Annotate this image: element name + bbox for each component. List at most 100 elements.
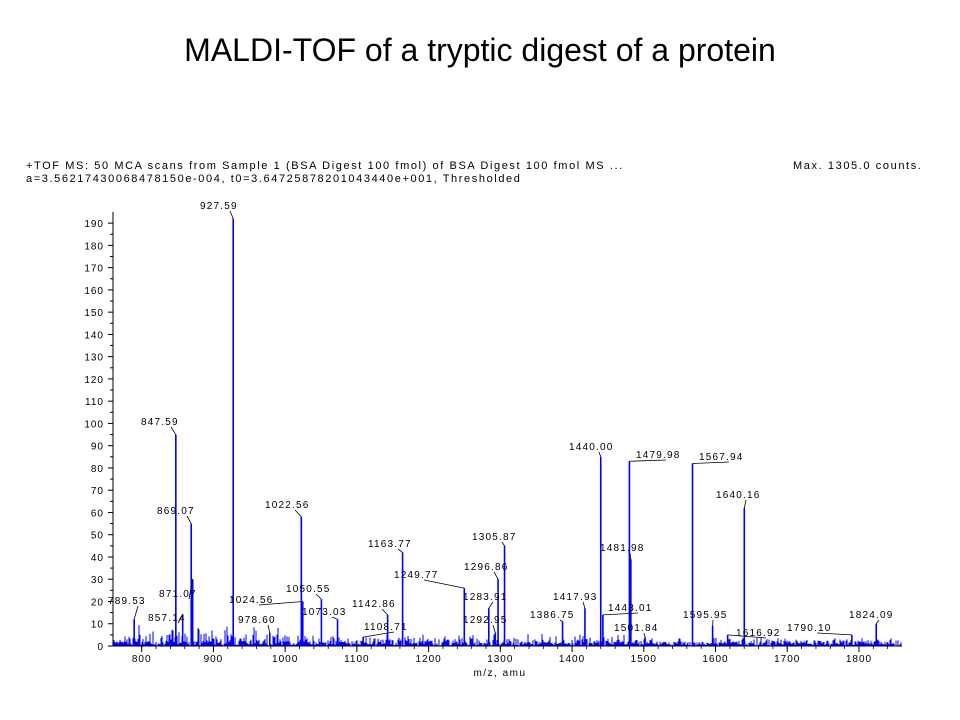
calibration-line: a=3.56217430068478150e-004, t0=3.6472587… [26,173,522,185]
peak-label: 871.07 [159,589,197,600]
peak-label: 978.60 [238,615,276,626]
peak-leader [186,515,192,524]
x-tick-label: 1600 [702,654,728,665]
x-axis-label: m/z, amu [473,668,526,679]
peak-leader [331,616,338,620]
peak-leader [582,601,586,609]
peak-label: 869.07 [157,506,195,517]
peak-leader [229,210,234,219]
y-tick-label: 180 [84,241,104,252]
y-tick-label: 30 [91,575,104,586]
peak-leader [177,614,184,624]
y-tick-label: 70 [91,486,104,497]
peak-label: 1073.03 [302,607,347,618]
peak-label: 1567.94 [699,452,744,463]
peak-label: 1640.16 [716,490,761,501]
y-tick-label: 110 [85,397,104,408]
baseline-noise [113,625,902,646]
x-tick-label: 900 [204,654,224,665]
peak-leader [816,632,852,636]
y-tick-label: 20 [91,597,104,608]
peak-label: 1824.09 [849,610,894,621]
peak-label: 857.14 [148,613,186,624]
peak-leader [381,608,388,616]
peak-leader [133,605,139,620]
peak-leader [643,632,646,638]
axes: 0 10 20 30 40 50 60 70 80 90 100 110 120 130 140 150 160… [84,212,902,665]
y-tick-label: 140 [84,330,104,341]
peak-leader [258,601,303,606]
peak-label: 1417.93 [553,592,598,603]
peak-leader [315,593,322,600]
peak-label: 1142.86 [352,599,396,610]
peak-leader [629,552,632,560]
peak-label: 1479.98 [636,450,681,461]
peak-label: 847.59 [141,417,179,428]
peak-leader [188,579,194,600]
slide-title: MALDI-TOF of a tryptic digest of a prote… [184,32,776,68]
x-tick-label: 1100 [344,654,370,665]
peak-leader [727,634,767,639]
peak-leader [397,548,403,553]
y-tick-label: 170 [84,264,104,275]
peak-label-leaders [133,210,880,639]
peak-leader [492,624,496,633]
peak-leader [267,624,271,633]
peak-leader [602,612,639,616]
x-tick-label: 1700 [774,654,800,665]
x-tick-label: 1200 [415,654,441,665]
peak-label: 1386.75 [530,610,575,621]
peak-leader [743,499,747,509]
peak-label: 1163.77 [368,539,412,550]
peak-label: 1616.92 [736,628,781,639]
y-tick-label: 120 [84,375,104,386]
peak-label: 1249.77 [394,570,439,581]
peak-leader [598,451,602,457]
peak-leader [501,541,505,547]
x-tick-label: 1400 [559,654,585,665]
peak-label: 1050.55 [286,584,331,595]
peak-label: 1501.84 [614,623,659,634]
peak-label: 1790.10 [787,623,832,634]
peak-label: 1595.95 [683,610,728,621]
y-tick-label: 90 [91,442,104,453]
peak-leader [363,631,395,638]
peak-label: 927.59 [200,201,238,212]
peak-leader [294,509,302,518]
peak-label: 1292.95 [463,615,508,626]
peak-leader [170,426,177,435]
y-tick-label: 190 [84,219,104,230]
peak-label: 1283.91 [463,592,508,603]
max-counts: Max. 1305.0 counts. [793,160,923,172]
noise-trace [113,625,902,646]
peak-leader [493,571,499,580]
peak-leader [629,459,667,462]
peak-label: 789.53 [108,596,146,607]
x-tick-label: 1000 [272,654,298,665]
y-tick-label: 80 [91,464,104,475]
y-tick-label: 10 [91,620,104,631]
peak-leader [875,619,880,624]
y-tick-label: 150 [84,308,104,319]
y-tick-label: 40 [91,553,104,564]
y-tick-label: 0 [97,642,104,653]
peak-label: 1443.01 [608,603,653,614]
peak-label: 1108.71 [364,622,408,633]
x-tick-label: 800 [132,654,152,665]
y-tick-label: 100 [84,419,104,430]
x-tick-label: 1300 [487,654,513,665]
peak-label: 1440.00 [569,442,614,453]
peak-leader [692,461,730,464]
peak-leader [559,619,563,622]
y-tick-label: 160 [84,286,104,297]
peak-label: 1022.56 [265,500,310,511]
x-tick-label: 1800 [846,654,872,665]
peak-leader [423,579,465,589]
peak-label: 1024.56 [229,595,274,606]
y-tick-label: 60 [91,508,104,519]
peak-label: 1481.98 [600,543,645,554]
x-tick-label: 1500 [631,654,657,665]
y-tick-label: 50 [91,531,104,542]
peak-label: 1305.87 [472,532,517,543]
